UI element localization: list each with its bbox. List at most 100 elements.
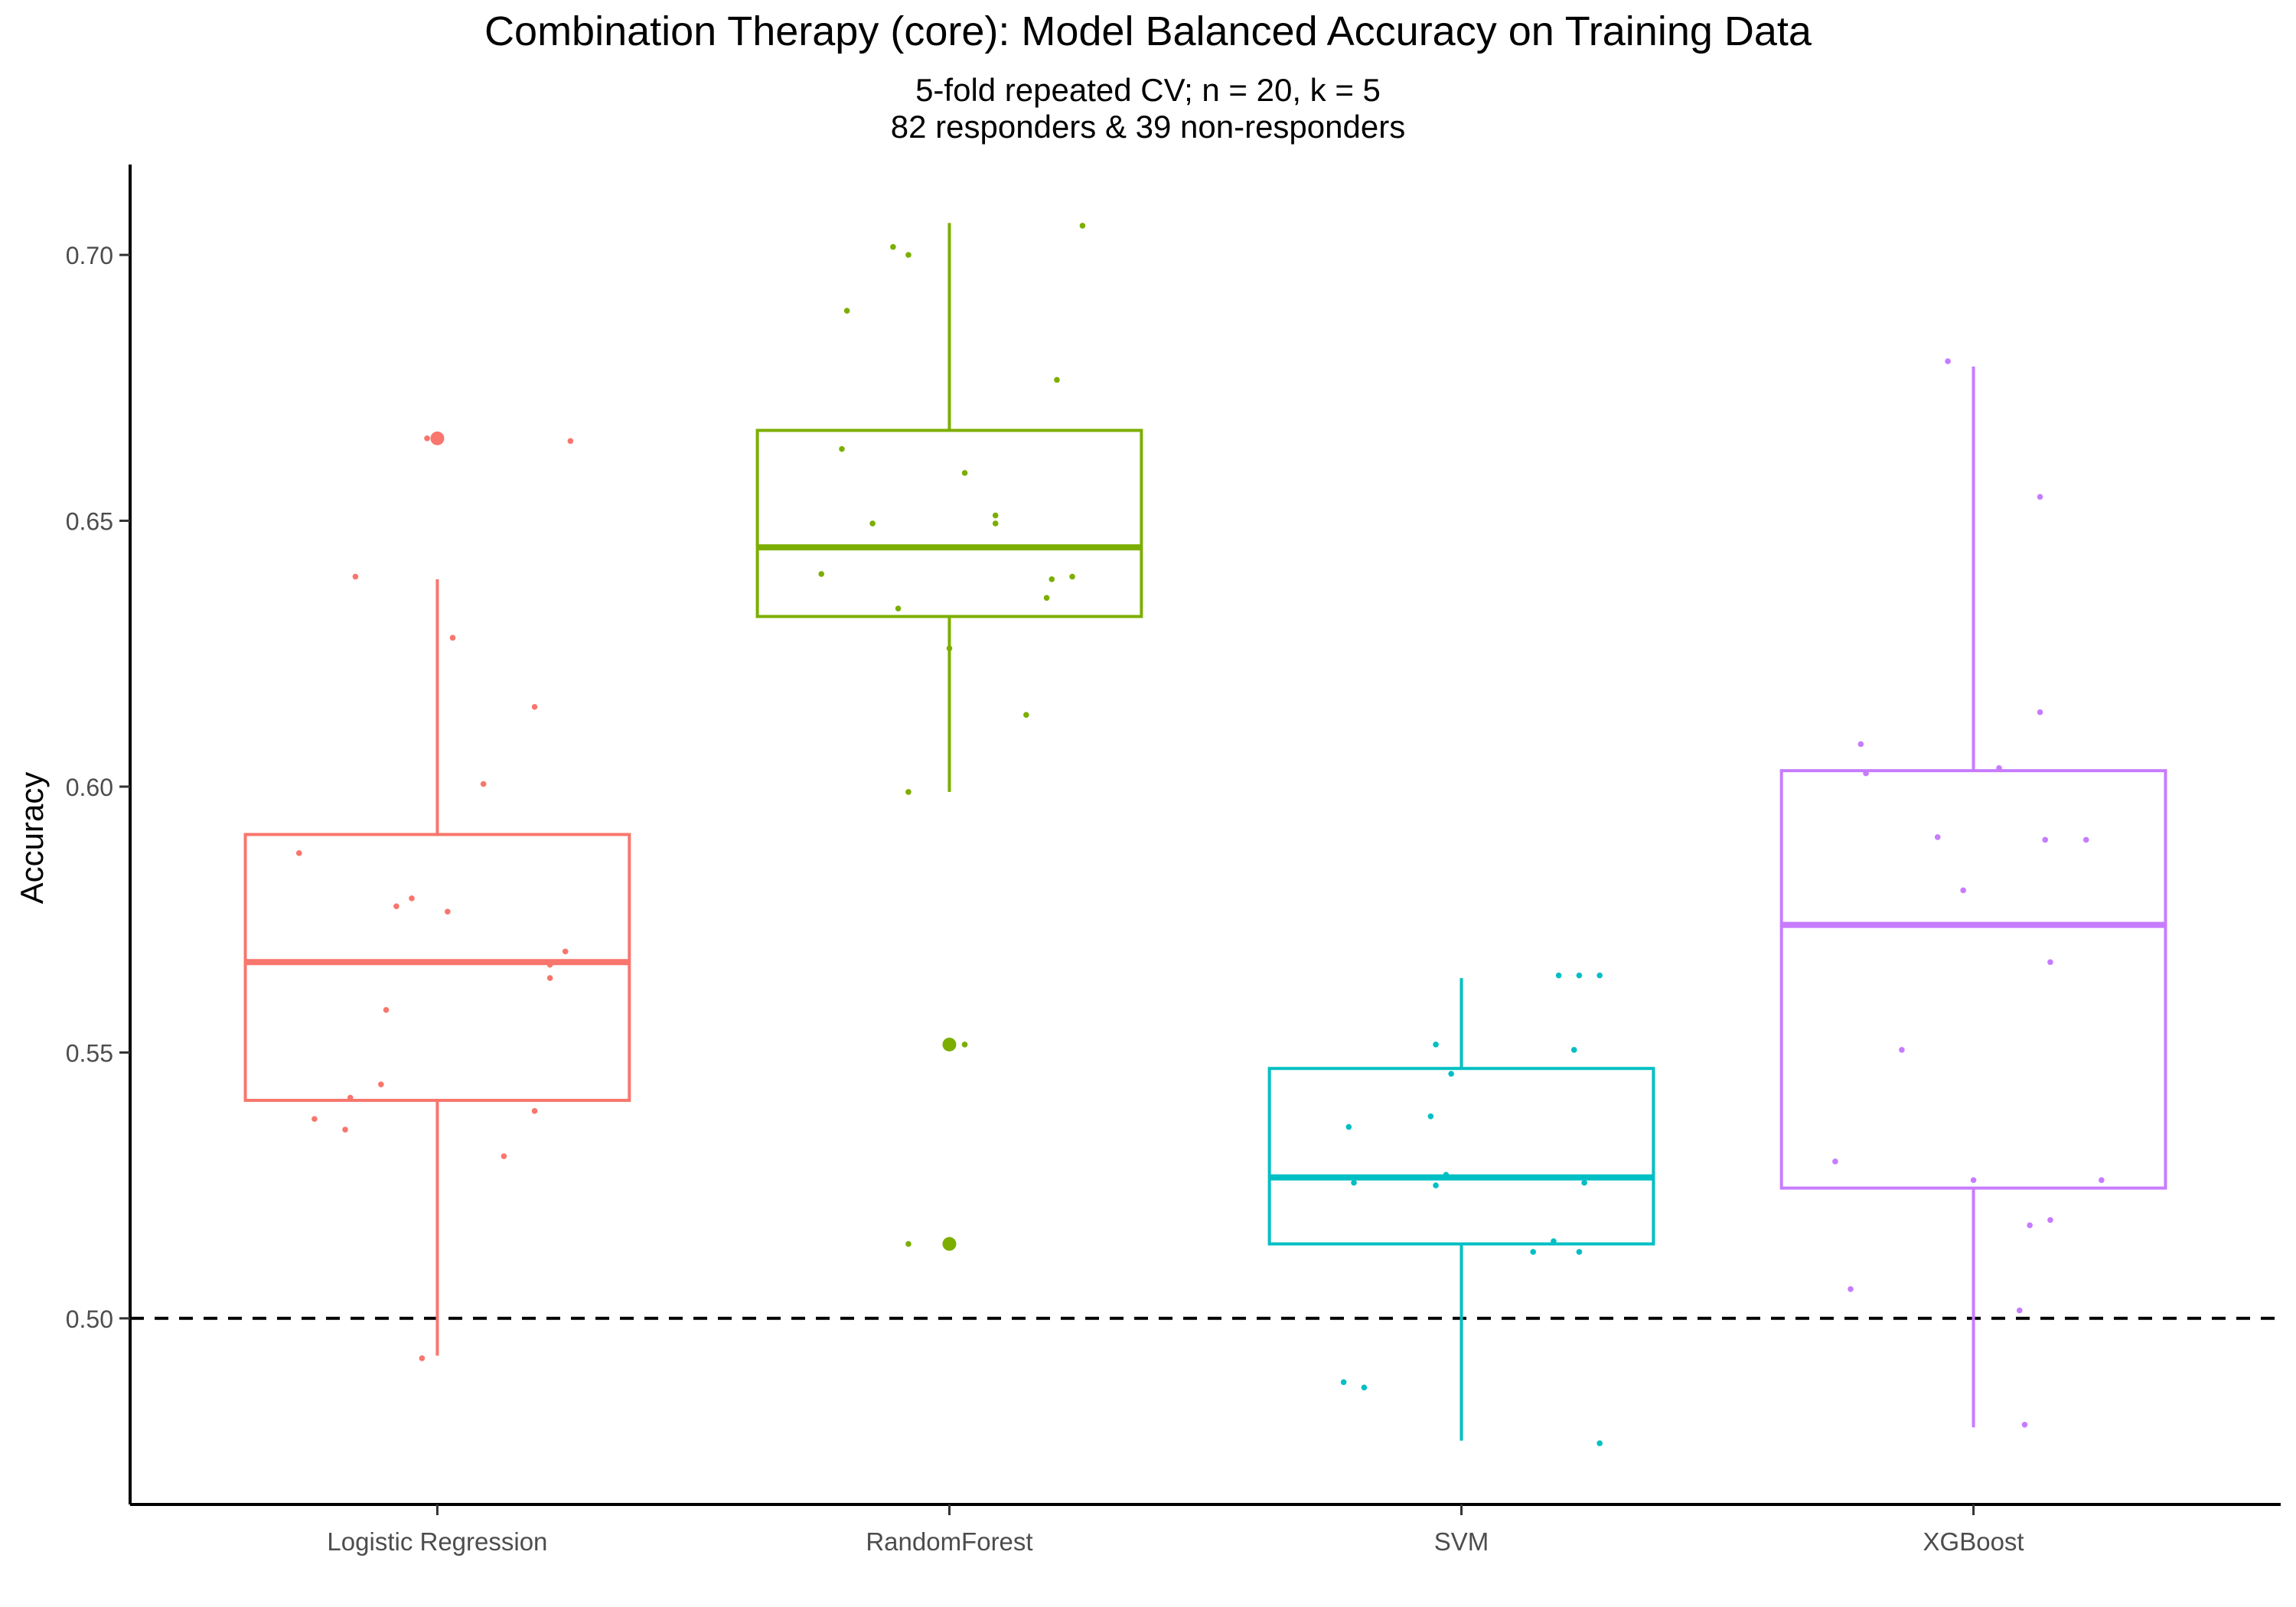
data-point [1340,1379,1347,1385]
y-tick-label: 0.70 [66,242,113,269]
box [755,429,1143,618]
data-point [1433,1041,1439,1048]
data-point [1551,1238,1557,1244]
data-point [347,1094,354,1101]
data-point [839,445,845,452]
y-tick-label: 0.65 [66,508,113,536]
boxplot [1267,978,1655,1441]
data-point [1996,764,2002,771]
boxplot [755,223,1143,1251]
data-point [1857,741,1864,748]
data-point [1832,1159,1838,1165]
data-point [946,645,953,652]
data-point [961,470,968,476]
data-point [393,903,400,910]
data-point [1899,1047,1905,1053]
data-point [1970,1177,1977,1183]
box [1267,1067,1655,1246]
data-point [1535,1174,1541,1181]
data-point [961,1041,968,1048]
y-axis: 0.50 0.55 0.60 0.65 0.70 [66,165,132,1504]
data-point [2037,494,2043,500]
data-point [1530,1249,1536,1255]
data-point [2021,1421,2028,1428]
data-point [419,1355,426,1361]
chart-title: Combination Therapy (core): Model Balanc… [484,8,1812,54]
data-point [1596,972,1603,979]
data-point [1960,887,1966,894]
data-point [890,243,896,250]
y-axis-title: Accuracy [14,772,50,905]
data-point [905,1240,912,1247]
data-point [378,1081,384,1087]
data-point [424,435,430,442]
data-point [1043,595,1050,601]
data-point [2037,709,2043,715]
data-point [1555,972,1562,979]
data-point [1351,1179,1357,1186]
data-point [1427,1113,1434,1120]
data-point [992,512,999,519]
data-point [1570,1047,1577,1053]
data-point [1443,1172,1450,1178]
data-point [1023,712,1029,718]
outlier-point [430,431,445,445]
data-point [2027,1222,2033,1229]
data-point [2016,1307,2023,1314]
data-point [567,438,574,445]
data-point [1848,1286,1854,1292]
data-point [445,908,451,915]
box [243,833,631,1102]
data-point [905,252,912,258]
data-point [1054,376,1060,383]
data-point [818,571,825,577]
chart-subtitle-line-2: 82 responders & 39 non-responders [890,109,1406,145]
jitter-points [295,223,2105,1446]
data-point [895,605,902,611]
data-point [342,1126,348,1133]
data-point [1945,358,1951,364]
data-point [946,1240,953,1247]
y-tick-label: 0.55 [66,1039,113,1067]
data-point [1069,573,1075,580]
data-point [501,1153,507,1159]
data-point [1345,1123,1352,1130]
data-point [1576,972,1583,979]
data-point [562,948,569,955]
data-point [1361,1384,1368,1390]
data-point [2082,836,2089,843]
data-point [449,634,456,641]
data-point [409,895,415,901]
data-point [2047,959,2053,966]
data-point [546,961,553,968]
data-point [383,1006,390,1013]
data-point [311,1116,318,1123]
data-point [1049,576,1055,582]
data-point [1079,223,1086,229]
data-point [2047,1217,2053,1224]
data-point [531,1108,538,1114]
y-tick-label: 0.60 [66,774,113,801]
boxplot [1779,367,2167,1428]
data-point [531,703,538,710]
data-point [905,789,912,795]
data-point [295,850,302,856]
data-point [992,520,999,526]
boxplots [243,223,2167,1441]
data-point [1576,1249,1583,1255]
data-point [546,975,553,981]
x-tick-label: RandomForest [866,1527,1032,1556]
data-point [1863,770,1869,777]
y-tick-label: 0.50 [66,1305,113,1333]
chart-subtitle-line-1: 5-fold repeated CV; n = 20, k = 5 [915,72,1381,108]
data-point [1581,1179,1587,1186]
data-point [1934,834,1941,840]
data-point [352,573,359,580]
data-point [946,1041,953,1048]
data-point [843,308,850,314]
data-point [869,520,876,526]
data-point [1433,1182,1439,1188]
boxplot [243,431,631,1356]
